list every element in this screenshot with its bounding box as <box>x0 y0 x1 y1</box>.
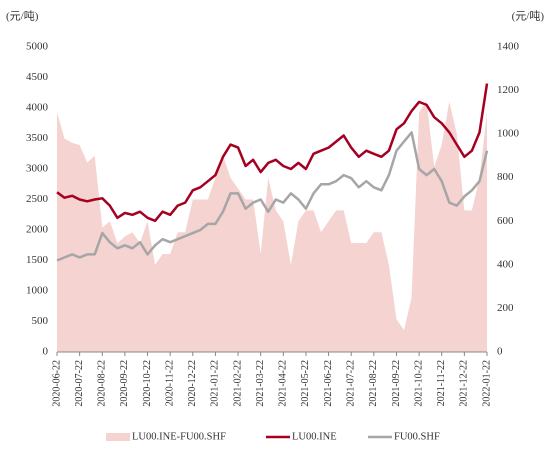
y-tick-label: 3500 <box>26 132 49 144</box>
legend-label: LU00.INE-FU00.SHF <box>132 431 226 442</box>
y-tick-label: 2000 <box>26 224 49 236</box>
x-tick-label: 2021-09-22 <box>391 360 402 407</box>
y-tick-label: 4500 <box>26 71 49 83</box>
y2-tick-label: 1400 <box>497 41 520 53</box>
y-tick-label: 4000 <box>26 102 49 114</box>
x-tick-label: 2020-10-22 <box>142 360 153 407</box>
x-tick-label: 2022-01-22 <box>481 360 492 407</box>
x-tick-label: 2020-12-22 <box>187 360 198 407</box>
y2-tick-label: 0 <box>497 346 503 358</box>
x-tick-label: 2020-06-22 <box>51 360 62 407</box>
y-tick-label: 1500 <box>26 254 49 266</box>
y-axis-unit: (元/吨) <box>6 10 39 23</box>
y2-tick-label: 800 <box>497 171 514 183</box>
x-tick-label: 2021-02-22 <box>232 360 243 407</box>
y-tick-label: 2500 <box>26 193 49 205</box>
x-tick-label: 2020-11-22 <box>164 360 175 406</box>
x-tick-label: 2021-12-22 <box>459 360 470 407</box>
y2-tick-label: 200 <box>497 302 514 314</box>
y-tick-label: 3000 <box>26 163 49 175</box>
x-tick-label: 2021-03-22 <box>255 360 266 407</box>
y-tick-label: 1000 <box>26 285 49 297</box>
y2-tick-label: 400 <box>497 258 514 270</box>
legend-label: LU00.INE <box>292 431 337 442</box>
legend-label: FU00.SHF <box>394 431 440 442</box>
x-tick-label: 2021-01-22 <box>210 360 221 407</box>
area <box>57 101 487 352</box>
x-tick-label: 2021-05-22 <box>300 360 311 407</box>
line <box>56 83 489 223</box>
x-tick-label: 2021-07-22 <box>346 360 357 407</box>
x-tick-label: 2021-10-22 <box>413 360 424 407</box>
y-tick-label: 500 <box>32 315 49 327</box>
x-tick-label: 2021-04-22 <box>278 360 289 407</box>
y2-tick-label: 1000 <box>497 128 520 140</box>
x-tick-label: 2021-06-22 <box>323 360 334 407</box>
x-tick-label: 2020-09-22 <box>119 360 130 407</box>
x-tick-label: 2020-08-22 <box>97 360 108 407</box>
legend-swatch <box>106 433 130 441</box>
x-tick-label: 2021-08-22 <box>368 360 379 407</box>
y2-tick-label: 1200 <box>497 84 520 96</box>
y-tick-label: 0 <box>43 346 49 358</box>
x-tick-label: 2021-11-22 <box>436 360 447 406</box>
line <box>56 131 489 262</box>
y2-axis-unit: (元/吨) <box>512 10 545 23</box>
y2-tick-label: 600 <box>497 215 514 227</box>
x-tick-label: 2020-07-22 <box>74 360 85 407</box>
y-tick-label: 5000 <box>26 41 49 53</box>
